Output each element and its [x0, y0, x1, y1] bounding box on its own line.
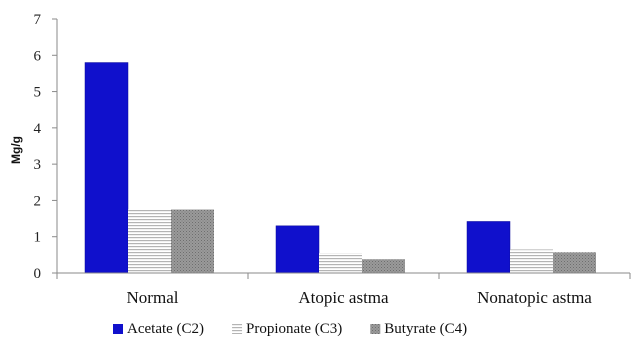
y-tick-label: 5: [34, 85, 42, 101]
bar-butyrate-c4-nonatopic-astma: [553, 252, 596, 273]
bar-acetate-c2-atopic-astma: [275, 225, 320, 274]
bar-butyrate-c4-normal: [171, 209, 214, 273]
legend: Acetate (C2) Propionate (C3) Butyrate (C4): [113, 321, 467, 337]
bars-group: [84, 62, 596, 274]
x-axis-labels: Normal Atopic astma Nonatopic astma: [127, 288, 593, 307]
x-category-label: Atopic astma: [298, 288, 389, 307]
bar-butyrate-c4-atopic-astma: [362, 259, 405, 273]
y-tick-label: 2: [34, 193, 42, 209]
bar-acetate-c2-nonatopic-astma: [466, 221, 511, 274]
y-axis-title: Mg/g: [9, 136, 23, 164]
legend-label: Acetate (C2): [127, 321, 204, 337]
legend-swatch: [113, 324, 123, 334]
bar-propionate-c3-nonatopic-astma: [510, 249, 553, 273]
legend-label: Propionate (C3): [246, 321, 342, 337]
x-category-label: Normal: [127, 288, 179, 307]
y-tick-label: 0: [34, 266, 42, 282]
y-tick-label: 3: [34, 157, 42, 173]
legend-swatch: [232, 324, 243, 334]
bar-propionate-c3-atopic-astma: [319, 253, 362, 273]
y-axis-ticks: 0 1 2 3 4 5 6 7: [34, 12, 631, 282]
y-tick-label: 6: [34, 48, 42, 64]
bar-acetate-c2-normal: [84, 62, 129, 274]
y-tick-label: 7: [34, 12, 42, 28]
bar-propionate-c3-normal: [128, 209, 171, 273]
y-tick-label: 4: [34, 121, 42, 137]
legend-label: Butyrate (C4): [384, 321, 467, 337]
y-tick-label: 1: [34, 230, 42, 246]
x-category-label: Nonatopic astma: [477, 288, 592, 307]
legend-swatch: [370, 324, 381, 334]
